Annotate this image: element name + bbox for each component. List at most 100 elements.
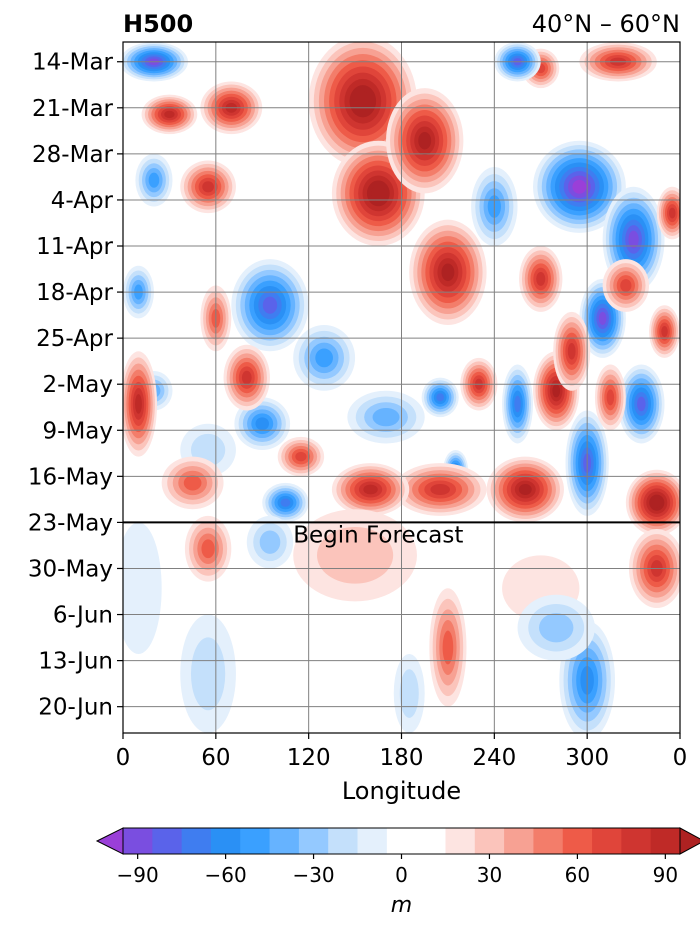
contour-band xyxy=(399,669,419,718)
anomaly-blob xyxy=(293,324,356,391)
anomaly-blob xyxy=(519,246,563,312)
contour-band xyxy=(536,271,546,286)
contour-band xyxy=(259,530,281,554)
y-tick-label: 30-May xyxy=(28,556,113,582)
contour-band xyxy=(436,393,445,402)
y-tick-label: 16-May xyxy=(28,464,113,490)
contour-band xyxy=(190,637,226,711)
contour-band xyxy=(372,407,400,427)
colorbar-segment xyxy=(562,828,593,854)
contour-band xyxy=(148,172,160,188)
anomaly-blob xyxy=(262,482,309,523)
colorbar-tick-label: −90 xyxy=(117,863,159,887)
x-tick-label: 0 xyxy=(116,745,131,771)
contour-band xyxy=(572,179,587,194)
contour-band xyxy=(637,396,646,412)
colorbar-extend-max xyxy=(679,827,700,855)
anomaly-blob xyxy=(223,344,270,411)
y-tick-label: 9-May xyxy=(43,418,113,444)
colorbar-tick-label: 0 xyxy=(395,863,408,887)
colorbar-segment xyxy=(181,828,212,854)
anomaly-blob xyxy=(277,436,325,477)
anomaly-blob xyxy=(502,364,534,444)
contour-band xyxy=(514,395,521,413)
colorbar-tick-label: 60 xyxy=(565,863,590,887)
anomaly-blob xyxy=(429,588,467,707)
colorbar-segment xyxy=(474,828,505,854)
anomaly-blob xyxy=(180,160,236,214)
y-tick-label: 23-May xyxy=(28,510,113,536)
contour-band xyxy=(123,522,162,655)
colorbar-segment xyxy=(123,828,153,854)
y-tick-label: 6-Jun xyxy=(53,603,113,629)
anomaly-blob xyxy=(386,88,464,194)
anomaly-blob xyxy=(135,153,173,207)
anomaly-blob xyxy=(409,219,487,325)
x-axis-label: Longitude xyxy=(342,777,461,805)
colorbar-segment xyxy=(592,828,622,854)
colorbar-label: m xyxy=(391,893,412,918)
colorbar-segment xyxy=(650,828,681,854)
y-tick-label: 14-Mar xyxy=(32,50,114,76)
x-tick-label: 0 xyxy=(673,745,688,771)
x-tick-label: 120 xyxy=(287,745,331,771)
y-tick-label: 4-Apr xyxy=(51,188,114,214)
contour-band xyxy=(371,185,386,202)
anomaly-blob xyxy=(331,140,425,247)
x-axis: 0 60 120 180 240 300 0 xyxy=(116,733,688,771)
y-tick-label: 20-Jun xyxy=(38,695,113,721)
contour-band xyxy=(315,348,333,368)
contour-band xyxy=(164,110,175,119)
colorbar-tick-label: −30 xyxy=(292,863,334,887)
contour-band xyxy=(661,326,668,338)
y-tick-label: 18-Apr xyxy=(36,280,113,306)
anomaly-blob xyxy=(533,351,580,431)
anomaly-blob xyxy=(486,456,564,523)
y-tick-label: 28-Mar xyxy=(32,142,114,168)
anomaly-blob xyxy=(656,186,680,240)
y-tick-label: 25-Apr xyxy=(36,326,113,352)
colorbar-segment xyxy=(386,828,417,854)
anomaly-blob xyxy=(594,364,626,431)
y-tick-label: 13-Jun xyxy=(38,649,113,675)
colorbar-segment xyxy=(533,828,564,854)
x-tick-label: 240 xyxy=(472,745,516,771)
anomaly-blob xyxy=(123,522,162,655)
chart-title-left: H500 xyxy=(123,10,193,38)
contour-band xyxy=(201,539,215,559)
colorbar-tick-label: 30 xyxy=(477,863,502,887)
contour-band xyxy=(567,342,576,360)
colorbar-segment xyxy=(357,828,388,854)
anomaly-blob xyxy=(347,390,425,444)
anomaly-blob xyxy=(625,469,680,536)
x-tick-label: 180 xyxy=(380,745,424,771)
contour-band xyxy=(202,181,214,193)
contour-band xyxy=(295,451,307,462)
anomaly-blob xyxy=(293,509,417,602)
anomaly-blob xyxy=(393,654,425,733)
contour-band xyxy=(135,394,142,414)
contour-band xyxy=(418,131,432,150)
anomaly-blob xyxy=(533,140,626,233)
colorbar-segment xyxy=(328,828,359,854)
anomaly-field xyxy=(123,42,680,733)
contour-band xyxy=(669,207,676,219)
x-tick-label: 300 xyxy=(565,745,609,771)
contour-band xyxy=(441,263,455,282)
contour-band xyxy=(255,417,270,431)
colorbar-segment xyxy=(621,828,652,854)
y-tick-label: 2-May xyxy=(43,372,113,398)
y-tick-label: 21-Mar xyxy=(32,96,114,122)
colorbar: −90 −60 −30 0 30 60 90 xyxy=(95,827,700,887)
contour-band xyxy=(262,296,278,314)
contour-band xyxy=(316,526,394,584)
anomaly-blob xyxy=(421,377,459,418)
colorbar-segment xyxy=(504,828,534,854)
colorbar-extend-min xyxy=(95,827,124,855)
contour-band xyxy=(518,484,532,495)
contour-band xyxy=(183,475,202,491)
anomaly-blob xyxy=(184,515,232,582)
contour-band xyxy=(606,389,615,406)
contour-band xyxy=(280,498,291,507)
chart-title-right: 40°N – 60°N xyxy=(532,10,680,38)
